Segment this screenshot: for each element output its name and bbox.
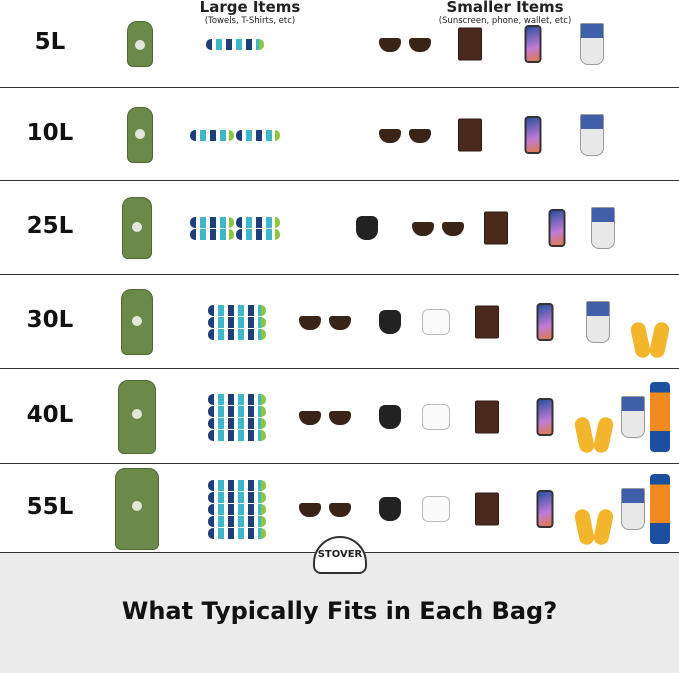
towel-1-icon — [206, 38, 264, 50]
sunscreen-icon — [621, 487, 645, 530]
bag-icon — [118, 379, 156, 454]
row-55L: 55L — [0, 464, 679, 553]
bag-size-label: 55L — [26, 493, 74, 520]
row-30L: 30L — [0, 275, 679, 369]
sunscreen-icon — [580, 113, 604, 156]
phone-icon — [524, 25, 542, 63]
sunscreen-icon — [586, 301, 610, 343]
small-items-title: Smaller Items — [446, 0, 564, 16]
small-items-header: Smaller Items (Sunscreen, phone, wallet,… — [410, 0, 600, 26]
wallet-icon — [458, 27, 482, 61]
bag-size-label: 5L — [34, 29, 66, 55]
bag-icon — [115, 467, 159, 550]
row-40L: 40L — [0, 369, 679, 464]
sunscreen-icon — [591, 207, 615, 249]
bag-size-label: 10L — [26, 119, 74, 146]
wallet-icon — [475, 305, 499, 339]
bag-size-label: 25L — [26, 213, 74, 239]
row-5L: 5L — [0, 0, 679, 88]
airpods-icon — [422, 403, 450, 430]
sunglasses-icon — [297, 500, 353, 518]
bag-icon — [127, 21, 153, 67]
phone-icon — [524, 115, 542, 154]
spray-sunscreen-icon — [650, 473, 670, 544]
bag-size-label: 30L — [26, 307, 74, 333]
phone-icon — [536, 489, 554, 528]
wallet-icon — [458, 118, 482, 151]
sunscreen-icon — [580, 23, 604, 65]
flip-flops-icon — [576, 507, 612, 547]
sunglasses-icon — [377, 35, 433, 53]
bag-icon — [121, 289, 153, 355]
sunglasses-icon — [377, 126, 433, 144]
bag-size-label: 40L — [26, 401, 74, 428]
footer-title: What Typically Fits in Each Bag? — [121, 597, 558, 625]
sunglasses-icon — [410, 219, 466, 237]
small-items-subtitle: (Sunscreen, phone, wallet, etc) — [438, 16, 572, 26]
towel-2-icon — [190, 129, 280, 141]
keys-icon — [379, 496, 401, 521]
flip-flops-icon — [632, 320, 668, 360]
towel-2x2-icon — [190, 216, 280, 240]
towel-4-icon — [208, 393, 266, 441]
phone-icon — [548, 209, 566, 247]
flip-flops-icon — [576, 415, 612, 455]
spray-sunscreen-icon — [650, 381, 670, 452]
row-25L: 25L — [0, 181, 679, 275]
row-10L: 10L — [0, 88, 679, 181]
wallet-icon — [484, 211, 508, 245]
large-items-subtitle: (Towels, T-Shirts, etc) — [204, 16, 296, 26]
stover-logo: STOVER — [313, 536, 367, 574]
wallet-icon — [475, 492, 499, 525]
towel-5-icon — [208, 479, 266, 539]
sunglasses-icon — [297, 313, 353, 331]
large-items-title: Large Items — [199, 0, 301, 16]
bag-icon — [127, 106, 153, 163]
keys-icon — [356, 216, 378, 240]
keys-icon — [379, 310, 401, 334]
airpods-icon — [422, 309, 450, 335]
sunglasses-icon — [297, 408, 353, 426]
bag-icon — [122, 197, 152, 259]
wallet-icon — [475, 400, 499, 433]
airpods-icon — [422, 495, 450, 522]
towel-3-icon — [208, 304, 266, 340]
sunscreen-icon — [621, 395, 645, 438]
phone-icon — [536, 397, 554, 436]
keys-icon — [379, 404, 401, 429]
large-items-header: Large Items (Towels, T-Shirts, etc) — [190, 0, 310, 26]
phone-icon — [536, 303, 554, 341]
